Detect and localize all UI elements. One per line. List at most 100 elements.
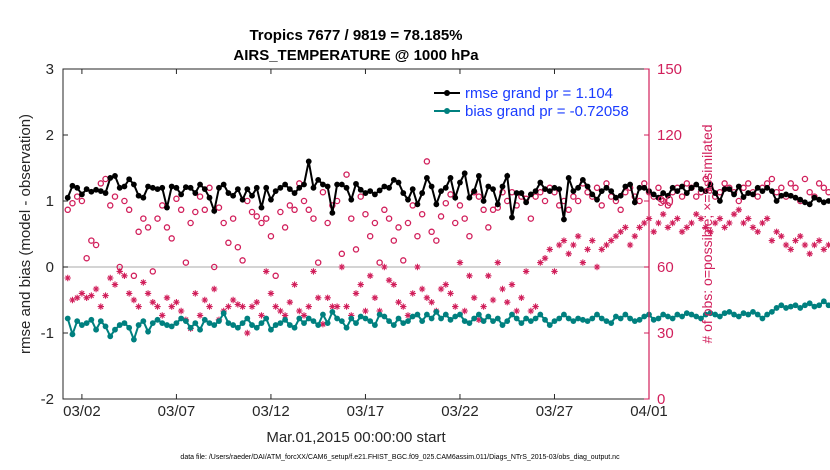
obs-possible-point xyxy=(286,202,294,209)
obs-possible-point xyxy=(158,202,166,209)
obs-assimilated-point xyxy=(551,268,558,275)
bias-point xyxy=(461,318,468,325)
bias-point xyxy=(433,308,440,315)
obs-possible-point xyxy=(234,243,242,251)
bias-point xyxy=(669,315,676,322)
rmse-point xyxy=(268,196,274,203)
rmse-point xyxy=(613,194,619,201)
obs-assimilated-point xyxy=(324,294,331,301)
bias-point xyxy=(518,320,525,326)
bias-point xyxy=(372,322,378,328)
rmse-point xyxy=(419,190,426,196)
rmse-point xyxy=(466,194,473,201)
bias-point xyxy=(816,302,823,309)
rmse-point xyxy=(679,183,685,190)
rmse-point xyxy=(135,192,142,199)
obs-possible-point xyxy=(664,202,672,209)
obs-assimilated-point xyxy=(584,246,591,253)
rmse-point xyxy=(367,188,374,195)
obs-assimilated-point xyxy=(428,299,435,306)
obs-assimilated-point xyxy=(707,228,714,235)
bias-point xyxy=(258,320,265,326)
bias-point xyxy=(589,315,596,322)
obs-possible-point xyxy=(683,180,691,187)
obs-assimilated-point xyxy=(480,303,487,310)
bias-point xyxy=(423,311,430,318)
obs-assimilated-point xyxy=(541,255,549,262)
rmse-point xyxy=(353,180,359,187)
obs-assimilated-point xyxy=(414,263,421,271)
obs-assimilated-point xyxy=(97,303,105,310)
rmse-point xyxy=(523,199,530,206)
obs-assimilated-point xyxy=(83,294,90,301)
bias-point xyxy=(452,313,459,320)
bias-point xyxy=(197,326,203,333)
rmse-point xyxy=(74,184,81,191)
obs-assimilated-point xyxy=(659,211,667,218)
bias-point xyxy=(745,311,752,318)
obs-assimilated-point xyxy=(820,246,828,253)
obs-assimilated-point xyxy=(357,281,364,288)
bias-point xyxy=(97,318,104,325)
rmse-point xyxy=(721,186,728,193)
rmse-point xyxy=(376,187,383,194)
bias-point xyxy=(277,320,284,326)
obs-assimilated-point xyxy=(674,215,681,222)
bias-point xyxy=(513,315,520,322)
obs-possible-point xyxy=(400,257,407,264)
rmse-point xyxy=(764,184,771,191)
obs-possible-point xyxy=(385,215,393,222)
bias-point xyxy=(211,322,218,328)
rmse-point xyxy=(447,175,454,181)
obs-possible-point xyxy=(801,175,809,183)
obs-assimilated-point xyxy=(683,224,691,231)
obs-possible-point xyxy=(319,188,327,196)
obs-possible-point xyxy=(64,206,71,214)
obs-possible-point xyxy=(475,193,483,200)
rmse-point xyxy=(192,190,199,196)
obs-assimilated-point xyxy=(636,224,643,231)
bias-point xyxy=(698,315,704,322)
rmse-point xyxy=(660,190,667,196)
bias-point xyxy=(811,303,818,310)
obs-assimilated-point xyxy=(395,299,402,306)
obs-possible-point xyxy=(291,206,298,214)
obs-assimilated-point xyxy=(239,303,246,310)
bias-point xyxy=(187,324,194,331)
rmse-point xyxy=(546,188,553,195)
obs-assimilated-point xyxy=(333,303,341,310)
bias-point xyxy=(192,320,199,326)
obs-assimilated-point xyxy=(787,246,794,253)
rmse-point xyxy=(783,191,789,198)
obs-assimilated-point xyxy=(154,303,161,310)
y2-axis-label: # of obs: o=possible; ×=assimilated xyxy=(699,124,715,343)
rmse-point xyxy=(707,181,714,188)
bias-point xyxy=(768,308,775,315)
bias-point xyxy=(466,320,473,326)
bias-point xyxy=(613,313,619,320)
bias-point xyxy=(116,322,123,328)
obs-assimilated-point xyxy=(121,272,128,279)
rmse-point xyxy=(145,183,151,190)
obs-possible-point xyxy=(433,237,440,244)
rmse-point xyxy=(702,188,709,195)
obs-possible-point xyxy=(574,197,582,205)
obs-assimilated-point xyxy=(329,303,336,310)
obs-possible-point xyxy=(678,193,686,200)
obs-possible-point xyxy=(404,219,412,227)
rmse-point xyxy=(343,184,350,191)
obs-possible-point xyxy=(277,208,284,216)
bias-point xyxy=(608,320,615,326)
obs-possible-point xyxy=(461,215,468,222)
obs-possible-point xyxy=(787,180,795,187)
obs-assimilated-point xyxy=(64,274,71,282)
legend-swatch-marker xyxy=(444,90,450,96)
obs-possible-point xyxy=(144,224,152,231)
obs-assimilated-point xyxy=(107,274,114,282)
obs-possible-point xyxy=(149,268,157,275)
obs-assimilated-point xyxy=(593,263,601,271)
rmse-point xyxy=(395,179,402,186)
obs-possible-point xyxy=(456,202,464,209)
obs-assimilated-point xyxy=(759,219,766,227)
